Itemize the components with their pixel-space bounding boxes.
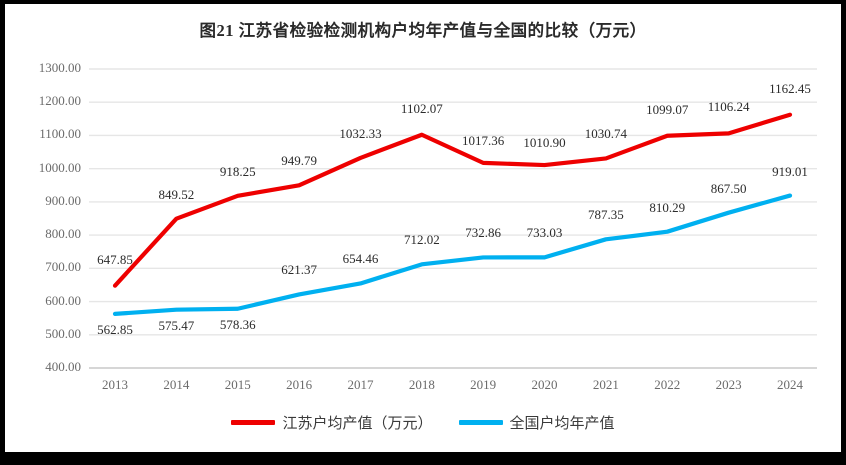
data-label: 647.85: [97, 251, 133, 267]
legend-swatch-icon: [231, 420, 276, 425]
data-label: 578.36: [219, 316, 256, 332]
x-axis-tick-label: 2015: [224, 377, 251, 392]
data-label: 810.29: [649, 199, 686, 215]
data-label: 787.35: [588, 207, 624, 223]
y-axis-tick-label: 700.00: [45, 259, 81, 275]
x-axis-tick-label: 2018: [408, 377, 435, 392]
y-axis-tick-label: 900.00: [45, 192, 81, 208]
series-line-national: [112, 193, 793, 316]
data-label: 1162.45: [769, 80, 811, 96]
data-label: 1017.36: [462, 132, 505, 148]
data-label: 1106.24: [707, 99, 750, 115]
data-label: 654.46: [342, 251, 379, 267]
data-label: 621.37: [281, 262, 317, 278]
x-axis-tick-label: 2014: [163, 377, 190, 392]
chart-legend: 江苏户均产值（万元） 全国户均年产值: [5, 412, 841, 433]
x-axis-tick-label: 2020: [531, 377, 558, 392]
x-axis-tick-label: 2024: [777, 377, 803, 392]
data-label: 919.01: [772, 163, 808, 179]
x-axis-tick-label: 2021: [592, 377, 619, 392]
legend-swatch-icon: [458, 420, 503, 425]
data-label: 867.50: [710, 180, 747, 196]
legend-label: 江苏户均产值（万元）: [282, 416, 433, 432]
series-lines: [112, 112, 793, 316]
plot-area: [89, 68, 817, 369]
data-label: 918.25: [219, 163, 256, 179]
y-axis-tick-label: 400.00: [45, 359, 81, 374]
chart-title: 图21 江苏省检验检测机构户均年产值与全国的比较（万元）: [199, 21, 647, 40]
x-axis-tick-label: 2016: [286, 377, 313, 392]
data-label: 1010.90: [523, 135, 566, 151]
data-label: 562.85: [97, 321, 133, 337]
chart-card: 图21 江苏省检验检测机构户均年产值与全国的比较（万元） 1300.00 1200…: [5, 4, 841, 452]
y-axis-tick-label: 800.00: [45, 226, 81, 242]
y-axis-tick-label: 1200.00: [38, 93, 81, 109]
y-axis-tick-label: 1000.00: [38, 159, 81, 175]
legend-item-national[interactable]: 全国户均年产值: [458, 412, 615, 433]
x-axis-tick-label: 2022: [654, 377, 681, 392]
series-line-jiangsu: [112, 112, 793, 288]
x-axis-tick-label: 2019: [470, 377, 497, 392]
x-axis-tick-label: 2017: [347, 377, 374, 392]
data-label: 733.03: [526, 225, 563, 241]
data-label: 1099.07: [646, 101, 689, 117]
data-label: 712.02: [403, 232, 440, 248]
data-label: 949.79: [281, 153, 317, 169]
x-axis-tick-label: 2013: [102, 377, 128, 392]
data-label: 1030.74: [584, 126, 628, 142]
y-axis-tick-label: 1300.00: [38, 60, 81, 75]
data-label: 1102.07: [400, 100, 443, 116]
y-axis-tick-label: 1100.00: [39, 126, 81, 142]
x-axis-tick-label: 2023: [715, 377, 742, 392]
data-label: 575.47: [158, 317, 195, 333]
data-label: 732.86: [465, 225, 502, 241]
data-label: 1032.33: [339, 125, 382, 141]
legend-label: 全国户均年产值: [509, 416, 615, 432]
y-axis-tick-label: 500.00: [45, 325, 81, 341]
data-label: 849.52: [158, 186, 195, 202]
y-axis-tick-label: 600.00: [45, 292, 81, 308]
legend-item-jiangsu[interactable]: 江苏户均产值（万元）: [231, 412, 433, 433]
